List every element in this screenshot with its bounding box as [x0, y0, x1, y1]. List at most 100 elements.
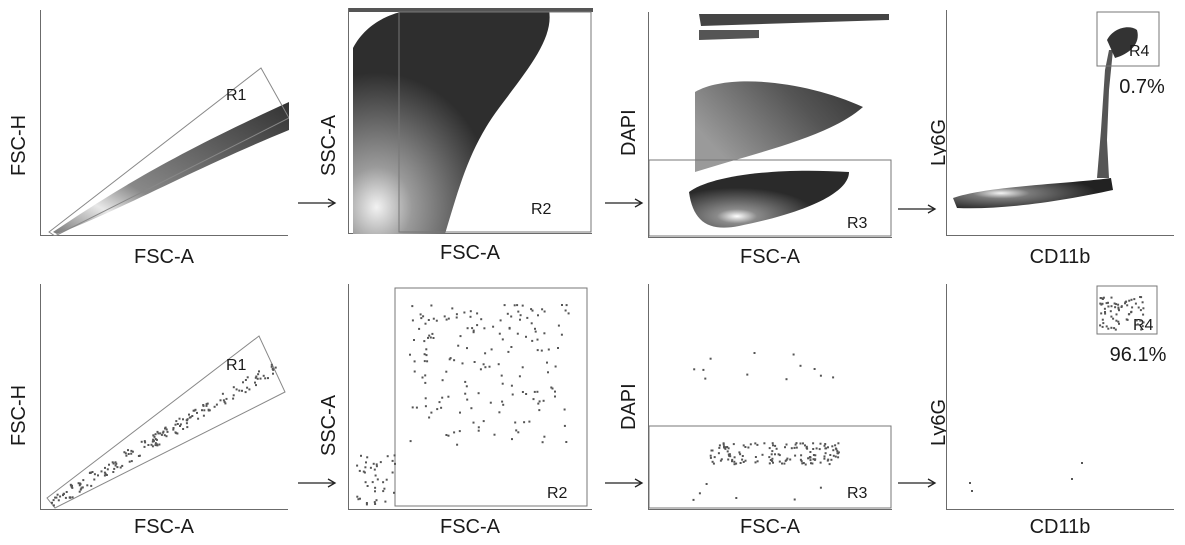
scatter-point	[540, 349, 543, 352]
scatter-point	[542, 399, 545, 402]
scatter-point	[827, 458, 830, 461]
x-axis-label: FSC-A	[740, 516, 800, 538]
gate-r4	[1096, 285, 1158, 335]
scatter-point	[68, 496, 71, 499]
scatter-point	[818, 448, 821, 451]
scatter-point	[152, 434, 155, 437]
scatter-point	[516, 304, 519, 307]
scatter-point	[785, 378, 788, 381]
scatter-point	[423, 360, 426, 363]
scatter-point	[420, 317, 423, 320]
scatter-point	[206, 402, 209, 405]
scatter-point	[1137, 306, 1140, 309]
scatter-point	[435, 319, 438, 322]
scatter-point	[692, 498, 695, 501]
scatter-point	[394, 462, 396, 465]
scatter-point	[159, 432, 162, 435]
scatter-point	[232, 386, 235, 389]
scatter-point	[1128, 299, 1131, 302]
scatter-point	[514, 421, 517, 424]
scatter-point	[772, 444, 774, 447]
scatter-point	[557, 324, 560, 327]
scatter-point	[175, 432, 178, 435]
scatter-point	[521, 391, 524, 393]
scatter-point	[196, 411, 198, 414]
scatter-point	[551, 387, 554, 390]
scatter-point	[274, 366, 277, 369]
scatter-point	[771, 450, 774, 453]
scatter-point	[225, 397, 228, 400]
scatter-point	[223, 400, 226, 403]
scatter-point	[371, 481, 374, 484]
scatter-point	[772, 461, 774, 464]
scatter-point	[254, 381, 256, 384]
scatter-point	[735, 497, 738, 499]
dot-plot: R2	[356, 287, 588, 507]
scatter-point	[464, 380, 467, 383]
scatter-point	[484, 366, 487, 369]
scatter-point	[526, 316, 529, 319]
scatter-point	[165, 435, 168, 438]
scatter-point	[557, 347, 559, 349]
scatter-point	[124, 452, 127, 455]
scatter-point	[1110, 305, 1113, 308]
scatter-point	[426, 360, 429, 363]
scatter-point	[188, 416, 191, 419]
scatter-point	[413, 360, 416, 363]
density-cloud-lower	[689, 170, 849, 228]
scatter-point	[119, 466, 122, 469]
scatter-point	[1139, 296, 1142, 298]
x-axis-label: FSC-A	[740, 246, 800, 268]
scatter-point	[466, 398, 469, 401]
scatter-point	[201, 409, 203, 412]
scatter-point	[424, 405, 427, 408]
scatter-point	[799, 458, 802, 461]
scatter-point	[837, 456, 840, 459]
scatter-point	[1099, 324, 1102, 327]
scatter-point	[463, 311, 466, 314]
scatter-point	[1117, 303, 1120, 306]
density-cloud-upper	[695, 81, 863, 172]
scatter-point	[490, 348, 493, 351]
scatter-point	[430, 411, 433, 414]
scatter-point	[473, 361, 476, 363]
scatter-point	[112, 471, 115, 473]
scatter-point	[741, 455, 744, 457]
scatter-point	[466, 327, 469, 330]
scatter-point	[1114, 328, 1117, 331]
scatter-point	[1117, 307, 1120, 310]
scatter-point	[554, 390, 556, 393]
x-axis-label: FSC-A	[134, 516, 194, 538]
scatter-point	[470, 407, 473, 410]
scatter-point	[801, 462, 804, 465]
x-axis-label: FSC-A	[440, 242, 500, 264]
scatter-point	[536, 390, 539, 393]
scatter-point	[108, 463, 110, 466]
density-plot: R2	[349, 8, 593, 234]
scatter-point	[815, 447, 818, 450]
scatter-point	[116, 466, 119, 469]
scatter-point	[739, 453, 742, 456]
scatter-point	[510, 384, 513, 387]
scatter-point	[536, 338, 539, 341]
scatter-point	[709, 454, 712, 457]
scatter-point	[502, 403, 505, 406]
scatter-point	[424, 397, 427, 400]
scatter-point	[445, 434, 448, 436]
scatter-point	[739, 462, 742, 464]
scatter-point	[205, 403, 208, 406]
scatter-point	[422, 315, 425, 318]
scatter-point	[824, 443, 827, 445]
scatter-point	[513, 304, 516, 307]
scatter-point	[1130, 298, 1133, 301]
arrow-r1-2	[605, 196, 645, 214]
scatter-point	[722, 442, 725, 445]
scatter-point	[104, 472, 107, 475]
scatter-point	[554, 365, 557, 368]
scatter-point	[1102, 322, 1105, 325]
scatter-point	[564, 309, 567, 312]
scatter-point	[441, 396, 444, 399]
scatter-point	[799, 442, 802, 445]
scatter-point	[518, 375, 521, 378]
scatter-point	[130, 452, 133, 455]
